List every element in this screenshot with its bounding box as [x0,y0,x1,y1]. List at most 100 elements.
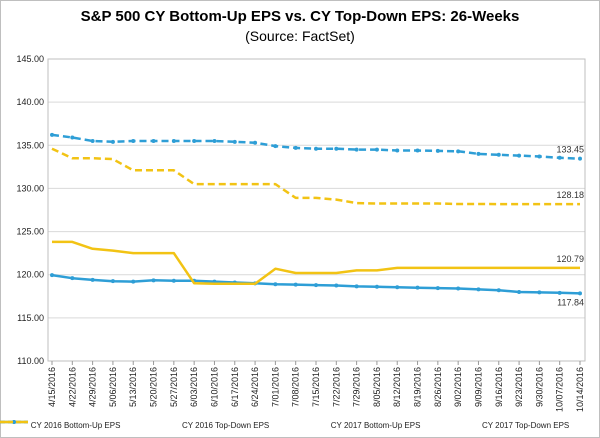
y-tick-label: 145.00 [16,54,44,64]
legend-label: CY 2016 Bottom-Up EPS [30,420,121,430]
data-point [456,286,461,291]
end-data-label: 120.79 [556,254,584,264]
legend-item: CY 2017 Top-Down EPS [0,420,570,430]
x-tick-label: 7/22/2016 [331,367,341,407]
legend-label: CY 2017 Bottom-Up EPS [330,420,421,430]
data-point [496,288,501,293]
x-tick-label: 5/27/2016 [169,367,179,407]
data-point [90,138,95,143]
data-point [131,279,136,284]
data-point [537,154,542,159]
data-point [171,138,176,143]
data-point [395,148,400,153]
x-tick-label: 6/17/2016 [230,367,240,407]
data-point [496,152,501,157]
series-line-4 [51,147,580,206]
data-point [456,149,461,154]
x-tick-label: 10/14/2016 [575,367,585,412]
chart-legend: CY 2016 Bottom-Up EPS CY 2016 Top-Down EP… [0,418,600,432]
data-point [253,140,258,145]
data-point [293,145,298,150]
data-point [415,285,420,290]
data-point [50,273,54,278]
x-tick-label: 10/07/2016 [555,367,565,412]
data-point [171,278,176,283]
x-tick-label: 9/30/2016 [534,367,544,407]
data-point [334,146,339,151]
x-tick-label: 7/08/2016 [291,367,301,407]
x-tick-label: 8/12/2016 [392,367,402,407]
data-point [212,138,217,143]
data-point [557,290,562,295]
data-point [90,277,95,282]
legend-item: CY 2017 Bottom-Up EPS [0,420,421,430]
data-point [70,135,75,140]
data-point [131,138,136,143]
data-point [273,282,278,287]
y-tick-label: 135.00 [16,140,44,150]
y-tick-label: 130.00 [16,183,44,193]
data-point [314,283,318,288]
x-tick-label: 8/26/2016 [433,367,443,407]
x-tick-label: 5/06/2016 [108,367,118,407]
legend-label: CY 2017 Top-Down EPS [481,420,570,430]
data-point [50,132,54,137]
data-point [354,284,359,289]
data-point [110,279,115,284]
x-tick-label: 9/09/2016 [473,367,483,407]
data-point [476,151,481,156]
x-tick-label: 6/24/2016 [250,367,260,407]
data-point [110,139,115,144]
data-point [151,138,156,143]
x-tick-label: 4/29/2016 [88,367,98,407]
legend-label: CY 2016 Top-Down EPS [181,420,270,430]
x-tick-label: 5/20/2016 [149,367,159,407]
x-tick-label: 9/16/2016 [494,367,504,407]
data-point [354,147,359,152]
x-tick-label: 8/05/2016 [372,367,382,407]
data-point [374,147,379,152]
data-point [435,148,440,153]
x-tick-label: 7/29/2016 [352,367,362,407]
data-point [232,139,237,144]
x-tick-label: 9/02/2016 [453,367,463,407]
data-point [314,146,318,151]
x-tick-label: 7/01/2016 [270,367,280,407]
x-tick-label: 6/10/2016 [209,367,219,407]
data-point [374,284,379,289]
data-point [537,290,542,295]
end-data-label: 117.84 [557,297,584,307]
data-point [151,278,156,283]
data-point [557,155,562,160]
y-tick-label: 110.00 [17,356,44,366]
y-tick-label: 115.00 [17,313,44,323]
end-data-label: 128.18 [556,190,584,200]
data-point [70,276,75,281]
data-point [415,148,420,153]
x-tick-label: 9/23/2016 [514,367,524,407]
data-point [435,286,440,291]
data-point [334,283,339,288]
data-point [192,138,197,143]
data-point [517,153,522,158]
data-point [293,282,298,287]
x-tick-label: 8/19/2016 [413,367,423,407]
chart-title: S&P 500 CY Bottom-Up EPS vs. CY Top-Down… [80,8,520,25]
y-tick-label: 120.00 [16,270,44,280]
data-point [476,287,481,292]
legend-item: CY 2016 Top-Down EPS [0,420,270,430]
data-point [578,291,582,296]
data-point [517,289,522,294]
plot-area [47,58,586,362]
data-point [578,156,582,161]
end-data-label: 133.45 [556,145,584,155]
y-tick-label: 125.00 [16,227,44,237]
y-tick-label: 140.00 [16,97,44,107]
x-tick-label: 5/13/2016 [128,367,138,407]
data-point [395,285,400,290]
data-point [273,144,278,149]
legend-swatch [0,420,28,424]
x-tick-label: 4/22/2016 [67,367,77,407]
